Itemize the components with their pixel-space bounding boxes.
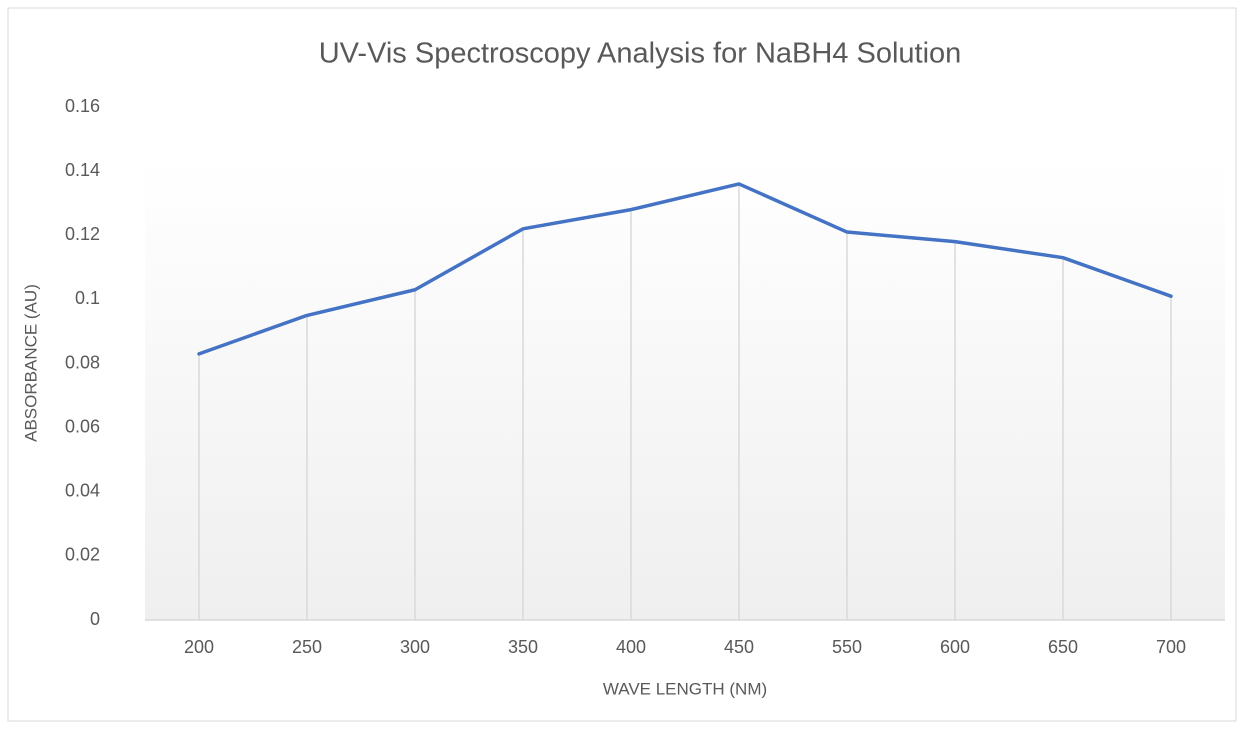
y-tick-label: 0.04 [65,481,100,501]
plot-area [145,107,1225,620]
data-line [197,182,1173,356]
x-axis-label: WAVE LENGTH (NM) [603,679,767,698]
x-tick-label: 650 [1048,637,1078,657]
x-tick-label: 200 [184,637,214,657]
y-tick-label: 0.16 [65,96,100,116]
y-axis-label: ABSORBANCE (AU) [21,284,40,442]
y-tick-label: 0.08 [65,352,100,372]
y-tick-label: 0.12 [65,224,100,244]
x-tick-label: 400 [616,637,646,657]
y-tick-label: 0.14 [65,160,100,180]
x-tick-label: 700 [1156,637,1186,657]
x-tick-label: 450 [724,637,754,657]
x-tick-label: 250 [292,637,322,657]
y-tick-label: 0.1 [75,288,100,308]
chart-title: UV-Vis Spectroscopy Analysis for NaBH4 S… [319,38,962,70]
y-tick-label: 0.02 [65,545,100,565]
x-tick-label: 300 [400,637,430,657]
y-tick-label: 0.06 [65,416,100,436]
x-tick-label: 550 [832,637,862,657]
y-tick-label: 0 [90,609,100,629]
x-tick-label: 600 [940,637,970,657]
x-tick-label: 350 [508,637,538,657]
